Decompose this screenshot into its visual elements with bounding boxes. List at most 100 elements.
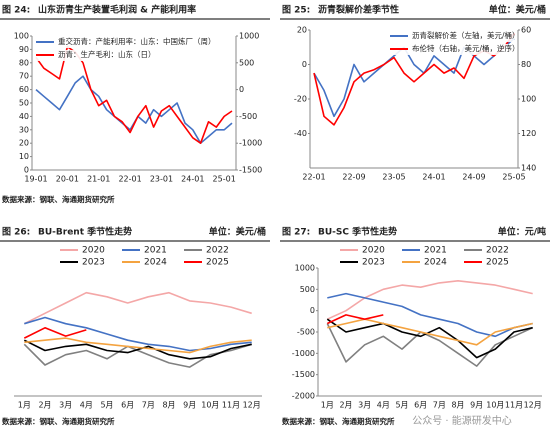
x-tick-label: 2月 bbox=[339, 401, 352, 410]
x-tick-label: 21-01 bbox=[87, 175, 110, 184]
series-line bbox=[23, 327, 87, 339]
series-line bbox=[327, 318, 533, 346]
x-tick-label: 11月 bbox=[222, 401, 240, 410]
x-tick-label: 22-01 bbox=[118, 175, 141, 184]
figure-label: 图 25: bbox=[282, 5, 310, 16]
y2-tick-label: -1000 bbox=[239, 139, 262, 148]
x-tick-label: 5月 bbox=[395, 401, 408, 410]
y-tick-label: 60 bbox=[19, 85, 29, 94]
x-tick-label: 25-01 bbox=[213, 175, 236, 184]
source: 数据来源：钢联、海通期货研究所 bbox=[282, 416, 395, 426]
x-tick-label: 10月 bbox=[201, 401, 219, 410]
source: 数据来源：钢联、海通期货研究所 bbox=[2, 194, 115, 204]
legend-bg bbox=[34, 50, 214, 61]
x-tick-label: 9月 bbox=[470, 401, 483, 410]
series-line bbox=[326, 314, 384, 325]
series-line bbox=[23, 291, 252, 325]
x-tick-label: 24-09 bbox=[462, 173, 485, 182]
y-tick-label: -20 bbox=[294, 95, 307, 104]
series-line bbox=[24, 316, 252, 352]
figure-label: 图 26: bbox=[2, 227, 30, 238]
x-tick-label: 20-01 bbox=[56, 175, 79, 184]
y-tick-label: 30 bbox=[19, 125, 29, 134]
x-tick-label: 4月 bbox=[377, 401, 390, 410]
y-tick-label: 10 bbox=[19, 152, 29, 161]
x-tick-label: 7月 bbox=[433, 401, 446, 410]
y2-tick-label: 120 bbox=[521, 129, 536, 138]
y-tick-label: 0 bbox=[24, 166, 29, 175]
y-tick-label: 1000 bbox=[295, 264, 315, 273]
x-tick-label: 9月 bbox=[183, 401, 196, 410]
x-tick-label: 19-01 bbox=[24, 175, 47, 184]
series-line bbox=[23, 343, 252, 368]
y-tick-label: 40 bbox=[19, 112, 29, 121]
x-tick-label: 10月 bbox=[486, 401, 504, 410]
x-tick-label: 24-01 bbox=[181, 175, 204, 184]
y2-tick-label: 100 bbox=[521, 95, 536, 104]
x-tick-label: 4月 bbox=[80, 401, 93, 410]
legend-label: 2025 bbox=[206, 258, 229, 268]
x-tick-label: 8月 bbox=[162, 401, 175, 410]
legend-label: 重交沥青：产能利用率：山东：中国炼厂（周） bbox=[58, 36, 216, 46]
y2-tick-label: 60 bbox=[521, 26, 531, 35]
x-tick-label: 11月 bbox=[505, 401, 523, 410]
y2-tick-label: -1500 bbox=[239, 166, 262, 175]
y-tick-label: 500 bbox=[300, 285, 315, 294]
legend-label: 布伦特（右轴，美元/桶，逆序） bbox=[412, 43, 520, 53]
legend-label: 2020 bbox=[82, 246, 105, 256]
y2-tick-label: 140 bbox=[521, 164, 536, 173]
x-tick-label: 12月 bbox=[243, 401, 261, 410]
watermark: 公众号 · 能源研发中心 bbox=[412, 414, 512, 427]
x-tick-label: 8月 bbox=[451, 401, 464, 410]
y-tick-label: 0 bbox=[302, 60, 307, 69]
series-line bbox=[23, 339, 252, 360]
legend-label: 2023 bbox=[362, 258, 385, 268]
chart-title: BU-Brent 季节性走势 bbox=[38, 226, 132, 238]
x-tick-label: 22-01 bbox=[302, 173, 325, 182]
legend-label: 2020 bbox=[362, 246, 385, 256]
x-tick-label: 12月 bbox=[524, 401, 542, 410]
figure-label: 图 27: bbox=[282, 227, 310, 238]
y2-tick-label: -500 bbox=[239, 112, 257, 121]
y-tick-label: 100 bbox=[14, 32, 29, 41]
y2-tick-label: 80 bbox=[521, 60, 531, 69]
chart-title: 沥青裂解价差季节性 bbox=[318, 4, 399, 16]
series-line bbox=[326, 280, 533, 320]
y-tick-label: -1500 bbox=[292, 370, 315, 379]
unit: 单位：美元/桶 bbox=[489, 4, 546, 16]
x-tick-label: 23-05 bbox=[382, 173, 405, 182]
unit: 单位：美元/桶 bbox=[209, 226, 266, 238]
x-tick-label: 7月 bbox=[142, 401, 155, 410]
legend-label: 2025 bbox=[486, 258, 509, 268]
x-tick-label: 24-01 bbox=[422, 173, 445, 182]
chart-title: 山东沥青生产装置毛利润 & 产能利用率 bbox=[38, 4, 196, 16]
source: 数据来源：钢联、海通期货研究所 bbox=[2, 416, 115, 426]
legend-label: 2022 bbox=[486, 246, 509, 256]
y-tick-label: -40 bbox=[294, 129, 307, 138]
series-line bbox=[327, 292, 533, 338]
x-tick-label: 3月 bbox=[59, 401, 72, 410]
x-tick-label: 5月 bbox=[100, 401, 113, 410]
x-tick-label: 22-09 bbox=[342, 173, 365, 182]
series-line bbox=[313, 37, 515, 118]
y-tick-label: 80 bbox=[19, 58, 29, 67]
chart-title: BU-SC 季节性走势 bbox=[318, 226, 397, 238]
x-tick-label: 3月 bbox=[358, 401, 371, 410]
figure-label: 图 24: bbox=[2, 5, 30, 16]
x-tick-label: 1月 bbox=[18, 401, 31, 410]
legend-bg bbox=[388, 44, 514, 55]
series-line bbox=[326, 323, 534, 367]
legend-label: 2024 bbox=[424, 258, 447, 268]
y-tick-label: 90 bbox=[19, 45, 29, 54]
legend-label: 2022 bbox=[206, 246, 229, 256]
y-tick-label: -500 bbox=[297, 328, 315, 337]
x-tick-label: 6月 bbox=[121, 401, 134, 410]
legend-label: 2021 bbox=[424, 246, 447, 256]
y-tick-label: 50 bbox=[19, 99, 29, 108]
legend-label: 沥青：生产毛利：山东（日） bbox=[58, 49, 156, 59]
y-tick-label: 0 bbox=[310, 306, 315, 315]
x-tick-label: 2月 bbox=[38, 401, 51, 410]
series-line bbox=[24, 337, 252, 354]
